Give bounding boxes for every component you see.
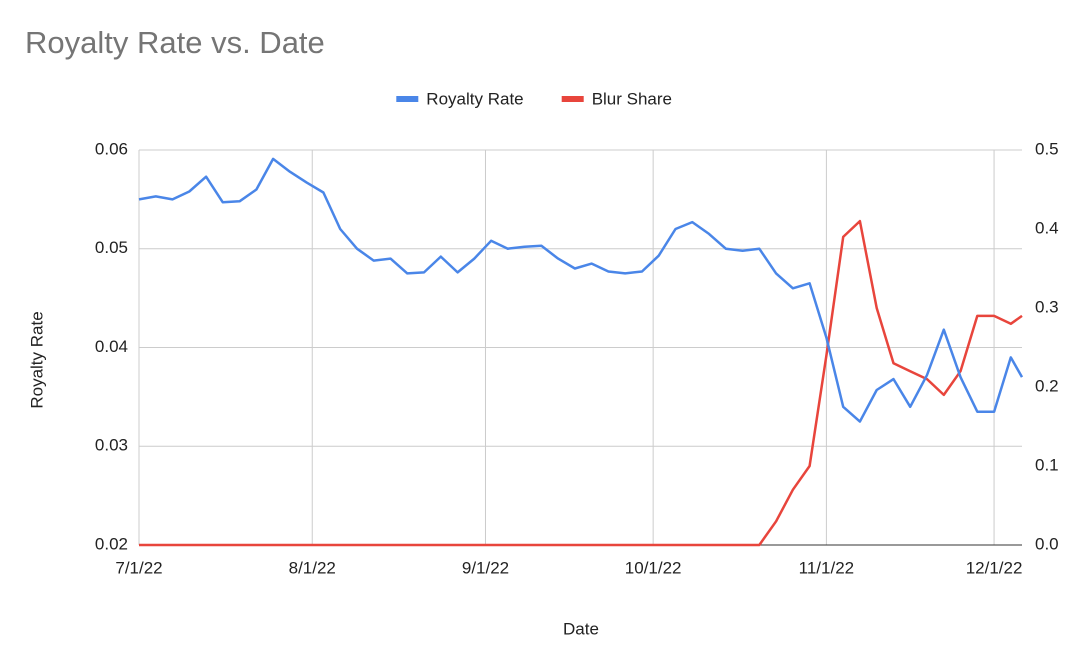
legend-label: Blur Share: [592, 89, 672, 108]
y2-tick-label: 0.2: [1035, 376, 1059, 395]
y-axis-title: Royalty Rate: [27, 311, 46, 408]
y-tick-label: 0.02: [95, 534, 128, 553]
y-tick-label: 0.06: [95, 139, 128, 158]
y2-tick-label: 0.3: [1035, 297, 1059, 316]
line-series: [139, 219, 1023, 547]
y-tick-label: 0.04: [95, 337, 128, 356]
x-tick-label: 7/1/22: [115, 558, 162, 577]
y2-tick-label: 0.0: [1035, 534, 1059, 553]
x-tick-label: 10/1/22: [625, 558, 682, 577]
x-axis-title: Date: [563, 619, 599, 638]
x-tick-label: 12/1/22: [966, 558, 1023, 577]
line-series: [138, 157, 1024, 423]
x-tick-label: 9/1/22: [462, 558, 509, 577]
x-tick-label: 8/1/22: [289, 558, 336, 577]
y-tick-label: 0.05: [95, 238, 128, 257]
y2-tick-label: 0.4: [1035, 218, 1059, 237]
y2-tick-label: 0.5: [1035, 139, 1059, 158]
legend-label: Royalty Rate: [426, 89, 523, 108]
legend-swatch: [396, 96, 419, 102]
y-tick-label: 0.03: [95, 436, 128, 455]
chart-title: Royalty Rate vs. Date: [25, 25, 325, 60]
x-tick-label: 11/1/22: [799, 558, 854, 577]
legend-swatch: [561, 96, 584, 102]
y2-tick-label: 0.1: [1035, 455, 1059, 474]
